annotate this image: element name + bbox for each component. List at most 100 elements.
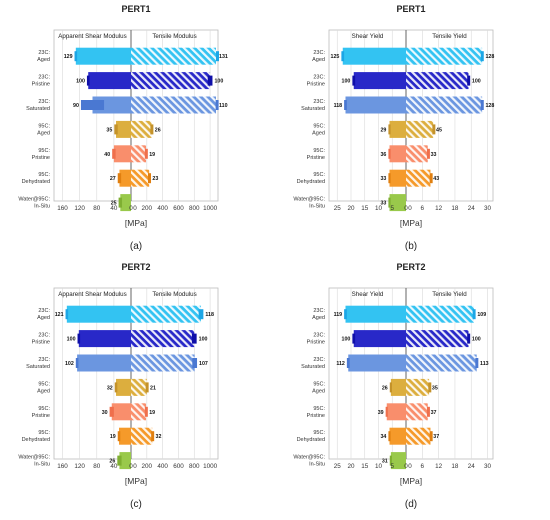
tick-label: 30 — [484, 205, 492, 212]
tick-label: 120 — [74, 205, 85, 212]
category-label: Pristine — [32, 82, 50, 88]
left-value-label: 36 — [380, 152, 386, 158]
category-label: In-Situ — [309, 462, 325, 468]
right-error-bar — [191, 333, 197, 344]
category-label: Aged — [312, 315, 325, 321]
tick-label: 24 — [468, 463, 476, 470]
left-error-bar — [86, 75, 90, 86]
right-bar — [406, 330, 469, 348]
left-error-bar — [80, 100, 105, 110]
tick-label: 40 — [110, 463, 118, 470]
left-value-label: 100 — [67, 337, 76, 343]
left-error-bar — [118, 197, 123, 208]
tick-label: 18 — [451, 205, 459, 212]
left-error-bar — [388, 431, 391, 442]
category-label: Pristine — [32, 413, 50, 419]
category-label: 23C: — [313, 50, 325, 56]
tick-label: 160 — [57, 205, 68, 212]
tick-label: 30 — [484, 463, 492, 470]
left-value-label: 26 — [382, 385, 388, 391]
category-label: Saturated — [26, 106, 50, 112]
left-header: Shear Yield — [352, 291, 384, 298]
category-label: 23C: — [38, 99, 50, 105]
left-value-label: 26 — [109, 459, 115, 465]
right-error-bar — [426, 406, 430, 417]
category-label: Water@95C: — [293, 197, 325, 203]
left-error-bar — [114, 124, 118, 135]
tick-label: 400 — [157, 463, 168, 470]
left-bar — [113, 145, 131, 163]
right-bar — [406, 47, 483, 65]
tick-label: 200 — [142, 205, 153, 212]
right-value-label: 33 — [431, 152, 437, 158]
left-error-bar — [388, 124, 391, 135]
left-bar — [389, 145, 406, 163]
left-error-bar — [352, 333, 356, 344]
left-value-label: 118 — [334, 103, 343, 109]
right-bar — [406, 72, 469, 90]
right-error-bar — [192, 358, 198, 368]
right-value-label: 131 — [219, 54, 228, 60]
category-label: Saturated — [301, 106, 325, 112]
right-value-label: 35 — [432, 385, 438, 391]
category-label: 95C: — [38, 148, 50, 154]
left-bar — [120, 194, 131, 212]
left-bar — [77, 354, 131, 372]
category-label: Aged — [37, 130, 50, 136]
category-label: Pristine — [307, 340, 325, 346]
right-value-label: 100 — [472, 79, 481, 85]
category-label: 95C: — [38, 172, 50, 178]
left-error-bar — [112, 148, 116, 159]
right-bar — [131, 145, 147, 163]
right-value-label: 26 — [155, 127, 161, 133]
tick-label: 40 — [110, 205, 118, 212]
tick-label: 600 — [173, 205, 184, 212]
tick-label: 0 — [408, 463, 412, 470]
left-header: Shear Yield — [352, 33, 384, 40]
left-bar — [389, 120, 406, 138]
left-bar — [119, 427, 131, 445]
left-bar — [111, 403, 131, 421]
category-label: 95C: — [38, 430, 50, 436]
category-label: 95C: — [38, 123, 50, 129]
x-axis-label: [MPa] — [125, 218, 147, 228]
right-error-bar — [467, 75, 471, 86]
tick-label: 800 — [189, 205, 200, 212]
left-error-bar — [117, 455, 122, 466]
right-value-label: 45 — [436, 127, 442, 133]
right-header: Tensile Yield — [432, 33, 467, 40]
category-label: Pristine — [32, 340, 50, 346]
plot-frame — [328, 29, 494, 202]
left-value-label: 35 — [106, 127, 112, 133]
category-label: Water@95C: — [18, 197, 50, 203]
left-bar — [66, 305, 131, 323]
tick-label: 12 — [435, 205, 443, 212]
right-bar — [131, 305, 201, 323]
category-label: 95C: — [313, 123, 325, 129]
left-bar — [345, 305, 406, 323]
category-label: 95C: — [313, 430, 325, 436]
left-error-bar — [344, 100, 347, 110]
category-label: In-Situ — [34, 204, 50, 210]
category-label: Dehydrated — [22, 179, 50, 185]
category-label: Aged — [312, 388, 325, 394]
right-bar — [406, 378, 430, 396]
left-error-bar — [114, 382, 118, 393]
left-header: Apparent Shear Modulus — [58, 33, 126, 40]
left-bar — [78, 330, 131, 348]
right-value-label: 128 — [485, 103, 494, 109]
right-value-label: 100 — [199, 337, 208, 343]
left-value-label: 19 — [110, 434, 116, 440]
right-value-label: 109 — [477, 312, 486, 318]
x-axis-label: [MPa] — [125, 476, 147, 486]
left-value-label: 32 — [107, 385, 113, 391]
left-value-label: 121 — [55, 312, 64, 318]
right-error-bar — [148, 173, 152, 184]
right-bar — [406, 427, 431, 445]
category-label: Aged — [37, 57, 50, 63]
left-value-label: 34 — [380, 434, 386, 440]
right-bar — [131, 169, 150, 187]
tick-label: 6 — [421, 463, 425, 470]
right-error-bar — [151, 431, 155, 442]
